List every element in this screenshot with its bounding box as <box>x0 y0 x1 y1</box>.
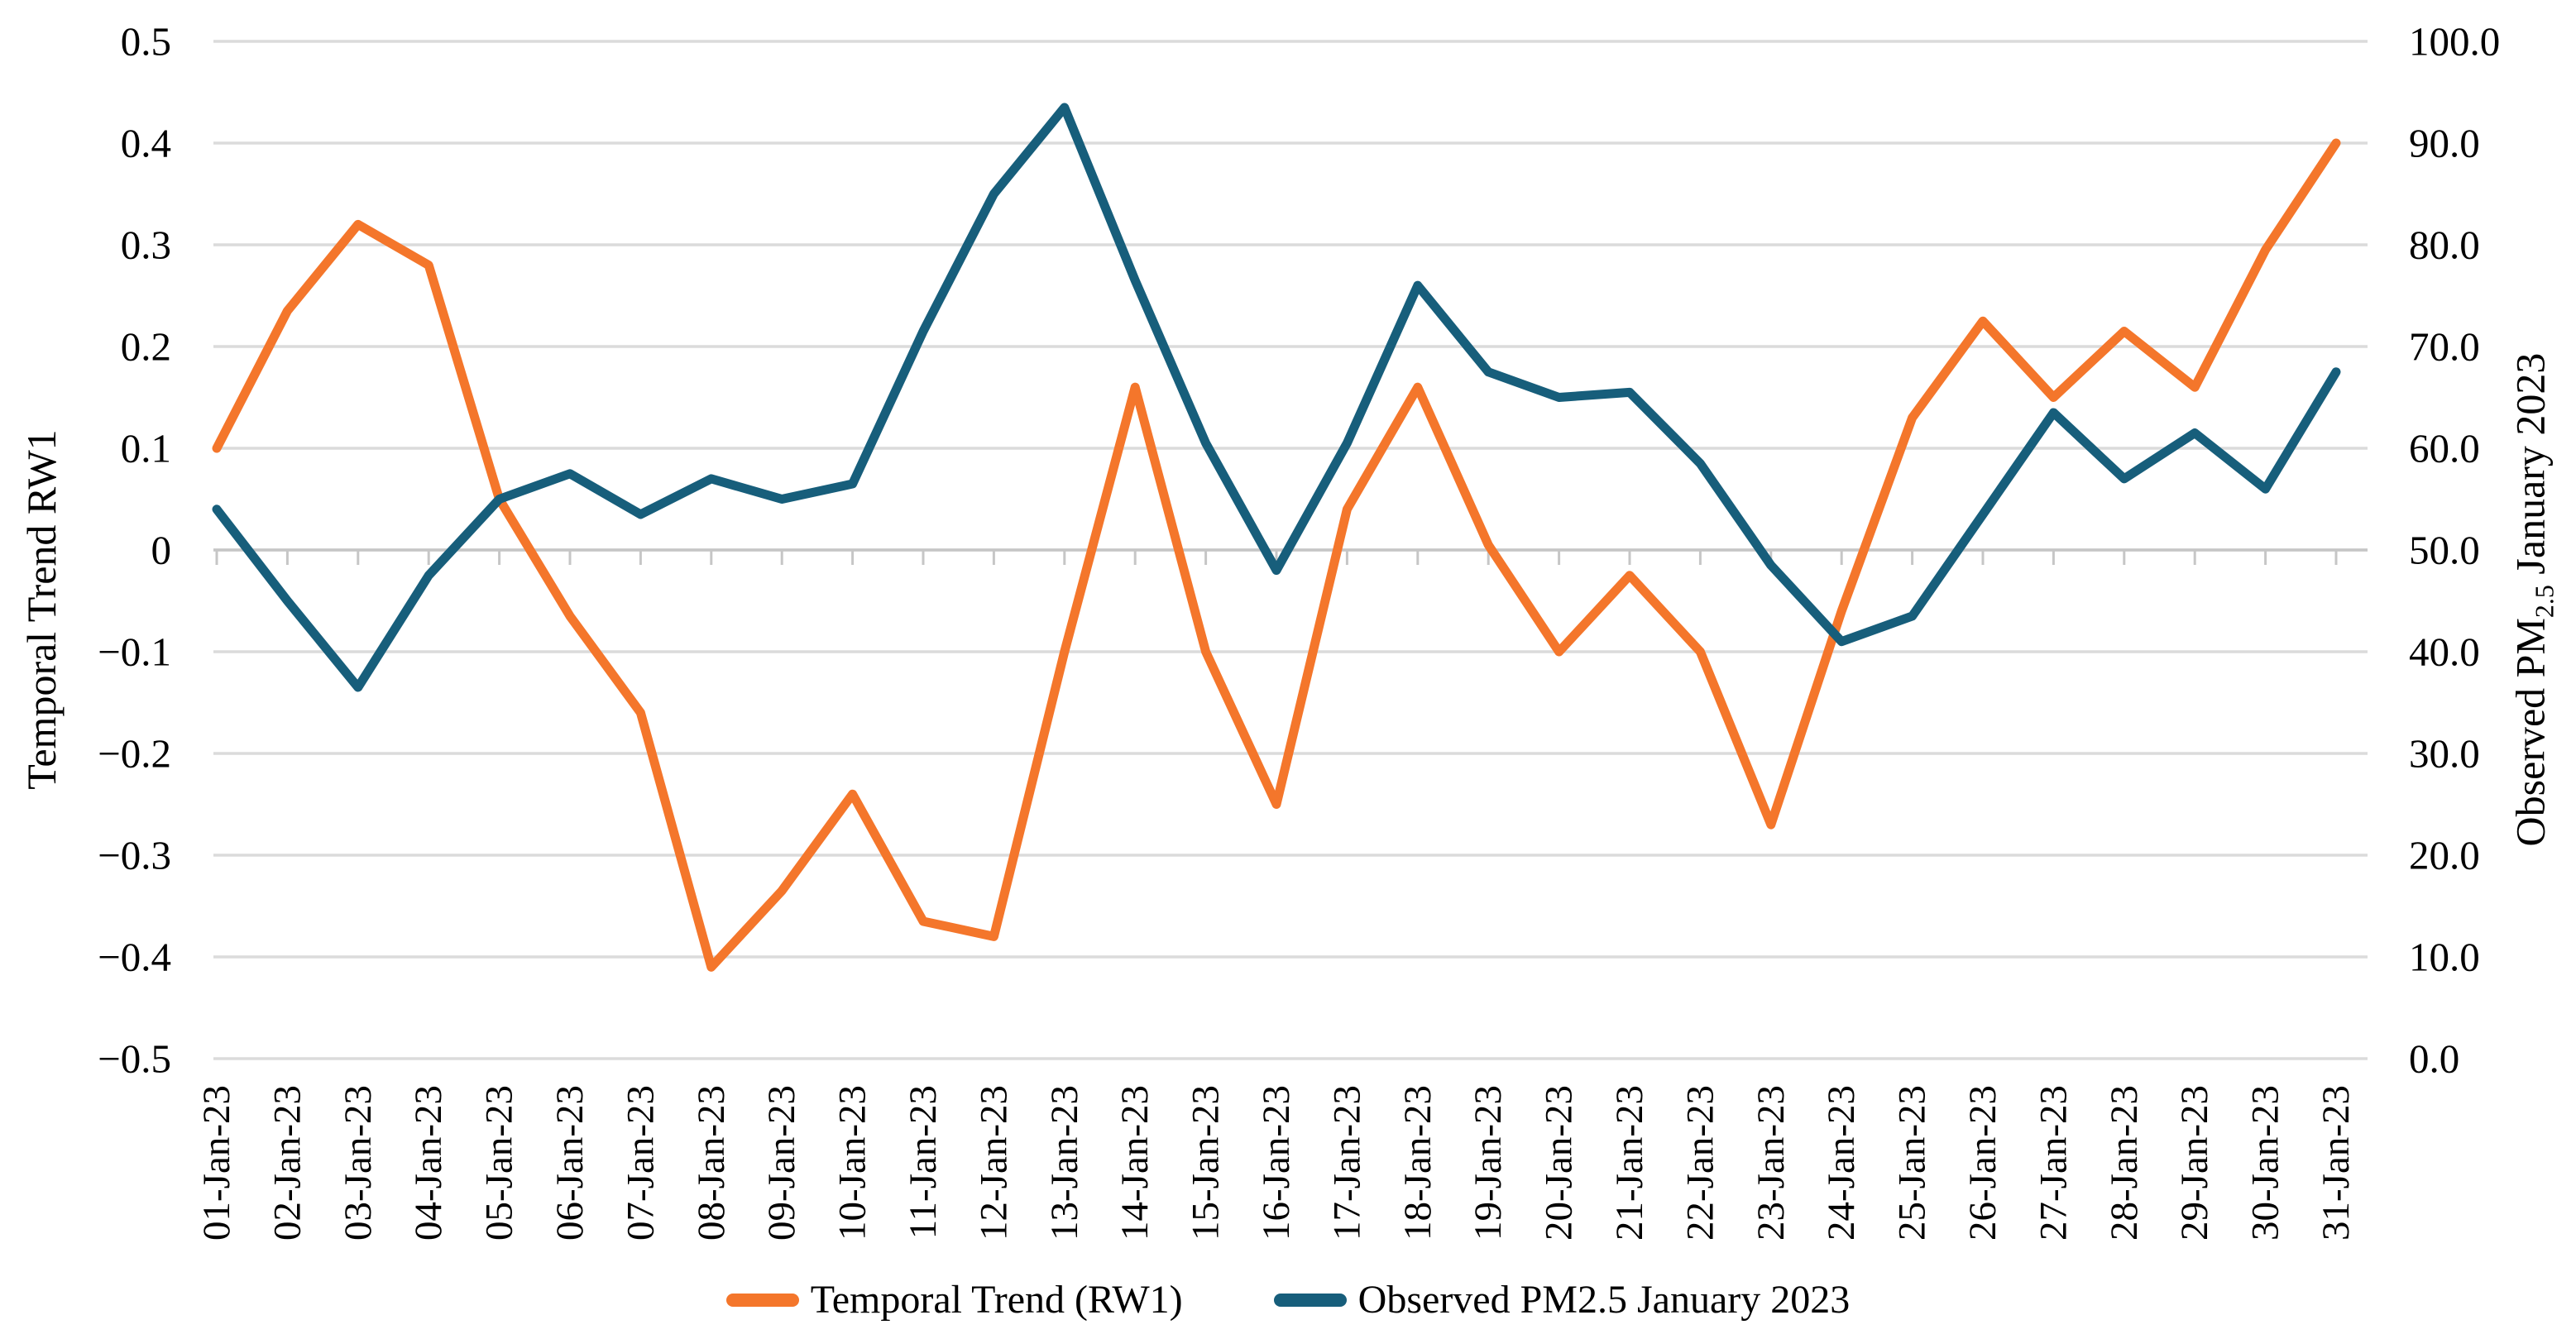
left-axis-tick-label: 0.5 <box>121 19 171 65</box>
left-axis-title: Temporal Trend RW1 <box>18 429 65 790</box>
right-axis-tick-label: 70.0 <box>2409 324 2480 370</box>
left-axis-tick-label: 0 <box>151 528 172 573</box>
x-axis-date-label: 27-Jan-23 <box>2032 1085 2075 1241</box>
x-axis-date-label: 07-Jan-23 <box>619 1085 662 1241</box>
x-axis-date-label: 03-Jan-23 <box>337 1085 380 1241</box>
x-axis-date-label: 12-Jan-23 <box>972 1085 1015 1241</box>
left-axis-tick-label: 0.2 <box>121 324 171 370</box>
x-axis-date-label: 25-Jan-23 <box>1891 1085 1934 1241</box>
series-line-temporal-trend <box>212 138 2341 972</box>
x-axis-date-label: 05-Jan-23 <box>478 1085 521 1241</box>
x-axis-date-label: 15-Jan-23 <box>1185 1085 1228 1241</box>
right-axis-tick-label: 0.0 <box>2409 1036 2459 1082</box>
left-axis-tick-label: −0.1 <box>98 629 171 675</box>
x-axis-date-label: 18-Jan-23 <box>1396 1085 1439 1241</box>
x-axis-date-label: 24-Jan-23 <box>1820 1085 1863 1241</box>
legend: Temporal Trend (RW1) Observed PM2.5 Janu… <box>0 1277 2576 1322</box>
right-axis-tick-label: 50.0 <box>2409 528 2480 573</box>
right-axis-tick-label: 10.0 <box>2409 935 2480 980</box>
x-axis-date-label: 29-Jan-23 <box>2173 1085 2216 1241</box>
x-axis-date-label: 13-Jan-23 <box>1043 1085 1086 1241</box>
left-axis-tick-label: 0.1 <box>121 426 171 471</box>
series-line-observed-pm25 <box>212 103 2341 692</box>
x-axis-date-label: 02-Jan-23 <box>266 1085 309 1241</box>
x-axis-date-label: 23-Jan-23 <box>1750 1085 1793 1241</box>
right-axis-title-prefix: Observed PM <box>2507 618 2554 847</box>
x-axis-date-label: 11-Jan-23 <box>902 1085 945 1239</box>
x-axis-date-label: 04-Jan-23 <box>407 1085 450 1241</box>
right-axis-tick-label: 100.0 <box>2409 19 2500 65</box>
x-axis-date-label: 28-Jan-23 <box>2103 1085 2146 1241</box>
legend-line-swatch-blue <box>1273 1293 1347 1307</box>
right-axis-tick-label: 90.0 <box>2409 121 2480 166</box>
x-axis-date-label: 16-Jan-23 <box>1255 1085 1298 1241</box>
x-axis-date-label: 08-Jan-23 <box>690 1085 733 1241</box>
x-axis-date-label: 30-Jan-23 <box>2244 1085 2287 1241</box>
legend-label: Observed PM2.5 January 2023 <box>1357 1278 1851 1322</box>
legend-line-swatch-orange <box>725 1293 799 1307</box>
right-axis-tick-label: 60.0 <box>2409 426 2480 471</box>
right-axis-title: Observed PM2.5 January 2023 <box>2507 353 2560 847</box>
right-axis-tick-label: 40.0 <box>2409 629 2480 675</box>
x-axis-date-label: 31-Jan-23 <box>2315 1085 2358 1241</box>
x-axis-date-label: 10-Jan-23 <box>831 1085 874 1241</box>
x-axis-date-label: 14-Jan-23 <box>1113 1085 1156 1241</box>
left-axis-tick-label: −0.4 <box>98 935 171 980</box>
x-axis-date-label: 17-Jan-23 <box>1325 1085 1368 1241</box>
left-axis-tick-label: −0.3 <box>98 833 171 878</box>
legend-label: Temporal Trend (RW1) <box>810 1278 1183 1322</box>
legend-item-observed-pm25: Observed PM2.5 January 2023 <box>1273 1277 1851 1322</box>
legend-item-temporal-trend: Temporal Trend (RW1) <box>725 1277 1183 1322</box>
x-axis-date-label: 06-Jan-23 <box>548 1085 591 1241</box>
left-axis-tick-label: 0.4 <box>121 121 171 166</box>
x-axis-date-label: 09-Jan-23 <box>760 1085 803 1241</box>
right-axis-tick-label: 20.0 <box>2409 833 2480 878</box>
x-axis-date-label: 01-Jan-23 <box>195 1085 238 1241</box>
right-axis-title-suffix: January 2023 <box>2507 352 2554 586</box>
right-axis-tick-label: 30.0 <box>2409 731 2480 777</box>
x-axis-date-label: 20-Jan-23 <box>1538 1085 1581 1241</box>
x-axis-date-label: 21-Jan-23 <box>1608 1085 1651 1241</box>
right-axis-tick-label: 80.0 <box>2409 222 2480 268</box>
x-axis-date-label: 22-Jan-23 <box>1678 1085 1721 1241</box>
x-axis-date-label: 26-Jan-23 <box>1961 1085 2004 1241</box>
left-axis-tick-label: −0.5 <box>98 1036 171 1082</box>
x-axis-date-label: 19-Jan-23 <box>1467 1085 1510 1241</box>
left-axis-tick-label: −0.2 <box>98 731 171 777</box>
left-axis-tick-label: 0.3 <box>121 222 171 268</box>
right-axis-title-subscript: 2.5 <box>2529 585 2559 619</box>
